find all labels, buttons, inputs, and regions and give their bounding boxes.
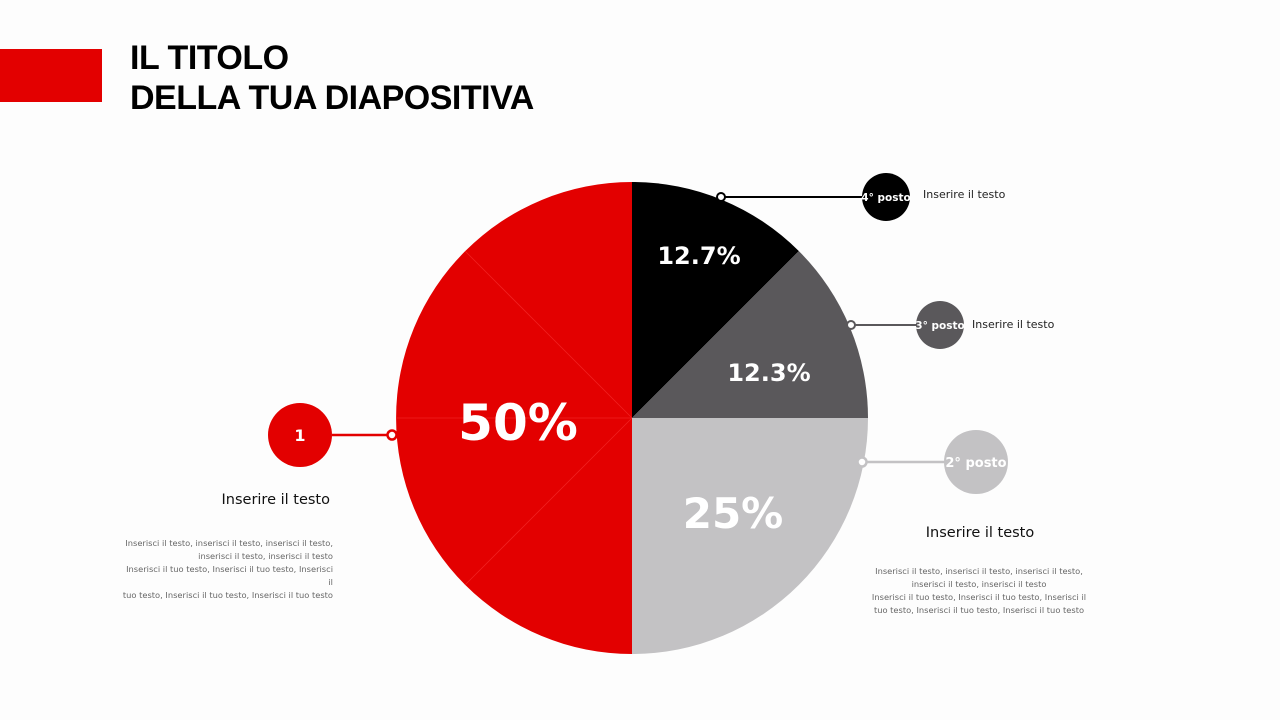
slide-title-line-1: IL TITOLO xyxy=(130,39,289,77)
callout-badge-2 xyxy=(944,430,1008,494)
red-slice-dividers xyxy=(396,250,633,586)
callout-badge-1-label: 1 xyxy=(294,426,305,445)
callout-badge-4 xyxy=(862,173,910,221)
callout-badge-4-label: 4° posto xyxy=(861,192,910,204)
accent-bar xyxy=(0,49,102,102)
pie-slice-black xyxy=(632,181,799,418)
left-block-body: Inserisci il testo, inserisci il testo, … xyxy=(120,537,333,602)
pie-slice-dark-gray xyxy=(632,251,869,418)
left-block-line: inserisci il testo, inserisci il testo xyxy=(198,551,333,561)
right-block-line: Inserisci il tuo testo, Inserisci il tuo… xyxy=(871,592,1087,602)
right-block-line: inserisci il testo, inserisci il testo xyxy=(911,579,1047,589)
slice-label-black: 12.7% xyxy=(657,242,740,270)
slide-title-line-2: DELLA TUA DIAPOSITIVA xyxy=(130,79,534,117)
slice-label-light-gray: 25% xyxy=(683,489,784,538)
callout-badge-1 xyxy=(268,403,332,467)
slide-title: IL TITOLO DELLA TUA DIAPOSITIVA xyxy=(130,38,534,118)
right-block-title: Inserire il testo xyxy=(925,525,1035,541)
callout-badge-3-label: 3° posto xyxy=(915,320,964,332)
left-block-title: Inserire il testo xyxy=(221,492,331,508)
left-block-line: tuo testo, Inserisci il tuo testo, Inser… xyxy=(122,590,333,600)
left-block-line: Inserisci il tuo testo, Inserisci il tuo… xyxy=(126,564,333,587)
callout-dot-2 xyxy=(856,456,868,468)
callout-4-text: Inserire il testo xyxy=(923,188,1006,201)
callout-dot-3 xyxy=(846,320,856,330)
left-block-line: Inserisci il testo, inserisci il testo, … xyxy=(125,538,333,548)
right-block-body: Inserisci il testo, inserisci il testo, … xyxy=(870,565,1088,617)
callout-dot-1 xyxy=(386,429,398,441)
right-block-line: tuo testo, Inserisci il tuo testo, Inser… xyxy=(873,605,1085,615)
right-block-line: Inserisci il testo, inserisci il testo, … xyxy=(875,566,1083,576)
slice-label-dark-gray: 12.3% xyxy=(727,359,810,387)
slice-label-red: 50% xyxy=(458,394,578,452)
callout-3-text: Inserire il testo xyxy=(972,318,1055,331)
callout-dot-4 xyxy=(716,192,726,202)
callout-badge-2-label: 2° posto xyxy=(945,456,1006,471)
pie-slice-light-gray xyxy=(632,418,868,654)
callout-badge-3 xyxy=(916,301,964,349)
